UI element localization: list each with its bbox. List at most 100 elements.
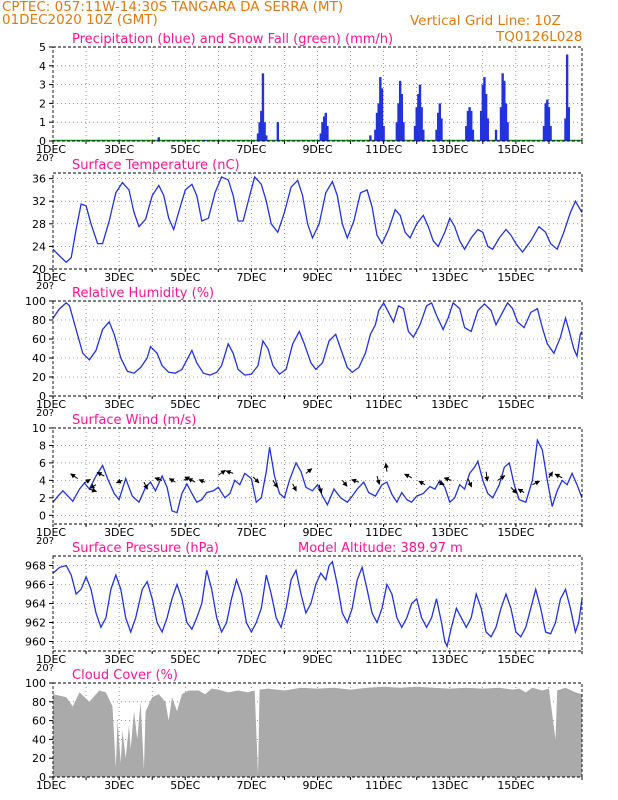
x-tick-label: 5DEC <box>170 779 200 792</box>
precip-bar <box>369 135 372 141</box>
x-tick-label: 3DEC <box>104 143 134 156</box>
y-tick-label: 60 <box>32 333 46 346</box>
precip-bar <box>503 80 506 141</box>
precip-bar <box>547 107 551 141</box>
precip-bar <box>402 122 405 141</box>
x-tick-label: 9DEC <box>302 398 332 411</box>
wind-arrow <box>154 477 163 482</box>
wind-arrow <box>418 480 426 486</box>
y-tick-label: 40 <box>32 352 46 365</box>
pressure-line <box>52 560 583 649</box>
x-tick-label: 1DEC <box>36 143 66 156</box>
precip-bar <box>565 54 569 141</box>
x-tick-label: 15DEC <box>497 271 534 284</box>
y-tick-label: 4 <box>39 60 46 73</box>
x-tick-label: 9DEC <box>302 653 332 666</box>
precip-bar <box>499 107 503 141</box>
panel-frame <box>52 172 583 270</box>
precip-bar <box>382 125 385 141</box>
y-tick-label: 20 <box>32 752 46 765</box>
humidity-line <box>52 301 583 376</box>
y-tick-label: 2 <box>39 97 46 110</box>
precip-bar <box>470 110 473 141</box>
x-tick-label: 5DEC <box>170 653 200 666</box>
precip-bar <box>466 110 470 141</box>
precip-bar <box>479 110 483 141</box>
y-tick-label: 60 <box>32 715 46 728</box>
precip-bar <box>256 133 260 141</box>
x-tick-label: 1DEC <box>36 271 66 284</box>
x-tick-label: 5DEC <box>170 143 200 156</box>
precip-bar <box>436 112 440 141</box>
panel-wind: 0 2 4 6 8 10 1DEC 3DEC 5DEC 7DEC 9DEC 11DEC 13DEC 15D… <box>32 413 583 547</box>
wind-arrow <box>341 480 348 487</box>
wind-arrow <box>84 478 91 484</box>
precip-bar <box>321 122 324 141</box>
precip-bar <box>400 94 404 141</box>
panel-frame <box>52 300 583 397</box>
wind-arrow <box>187 478 196 483</box>
wind-arrow <box>70 473 79 480</box>
x-tick-label: 13DEC <box>431 271 468 284</box>
x-tick-label: 1DEC <box>36 398 66 411</box>
y-tick-label: 100 <box>25 295 46 308</box>
wind-arrow <box>292 483 297 492</box>
x-tick-label: 11DEC <box>365 398 402 411</box>
y-tick-label: 3 <box>39 79 46 92</box>
panel-title: Surface Pressure (hPa) <box>72 541 219 556</box>
precip-bar <box>413 125 417 141</box>
precip-bar <box>418 84 422 141</box>
panel-title: Surface Temperature (nC) <box>72 158 240 173</box>
temperature-line <box>52 175 583 264</box>
y-tick-label: 100 <box>25 677 46 690</box>
y-tick-label: 2 <box>39 492 46 505</box>
wind-arrow <box>198 479 206 484</box>
y-tick-label: 20 <box>32 263 46 276</box>
x-tick-label: 7DEC <box>236 779 266 792</box>
wind-arrow <box>218 469 226 476</box>
wind-arrow <box>143 481 148 490</box>
y-tick-label: 960 <box>25 636 46 649</box>
y-tick-label: 80 <box>32 696 46 709</box>
x-tick-label: 9DEC <box>302 143 332 156</box>
y-tick-label: 1 <box>39 116 46 129</box>
wind-arrow <box>96 471 105 477</box>
wind-arrow <box>305 468 313 474</box>
y-tick-label: 0 <box>39 390 46 403</box>
cloud-cover-area <box>53 686 582 777</box>
x-tick-label: 3DEC <box>104 779 134 792</box>
x-tick-label: 11DEC <box>365 271 402 284</box>
x-tick-label: 9DEC <box>302 779 332 792</box>
precip-bar <box>377 103 380 141</box>
panel-humidity: 0 20 40 60 80 100 1DEC 3DEC 5DEC 7DEC 9DEC 11DEC 13D… <box>25 286 583 419</box>
wind-arrow <box>548 471 553 479</box>
precip-bar <box>260 110 263 141</box>
wind-arrow <box>168 478 176 483</box>
y-tick-label: 968 <box>25 560 46 573</box>
x-tick-label: 3DEC <box>104 398 134 411</box>
panel-cloud: 0 20 40 60 80 100 1DEC 3DEC 5DEC 7DEC 9DEC 11DEC 13D… <box>25 668 583 792</box>
wind-arrow <box>351 478 359 484</box>
wind-arrow <box>484 471 490 482</box>
precip-bar <box>435 129 438 141</box>
x-year-label: 20? <box>36 536 54 547</box>
precip-bar <box>506 122 509 141</box>
y-tick-label: 36 <box>32 173 46 186</box>
precip-bar <box>471 129 475 141</box>
wind-arrow <box>383 462 389 472</box>
y-tick-label: 964 <box>25 598 46 611</box>
header-model-code: TQ0126L028 <box>496 29 583 45</box>
y-tick-label: 32 <box>32 195 46 208</box>
precip-bar <box>438 103 442 141</box>
wind-arrow <box>517 488 525 494</box>
x-tick-label: 11DEC <box>365 779 402 792</box>
precip-bar <box>484 94 488 141</box>
precip-bar <box>417 94 420 141</box>
x-tick-label: 13DEC <box>431 779 468 792</box>
precip-bar <box>494 129 498 141</box>
panel-title: Surface Wind (m/s) <box>72 413 196 428</box>
x-year-label: 20? <box>36 153 54 164</box>
x-tick-label: 15DEC <box>497 143 534 156</box>
precip-bar <box>374 129 377 141</box>
